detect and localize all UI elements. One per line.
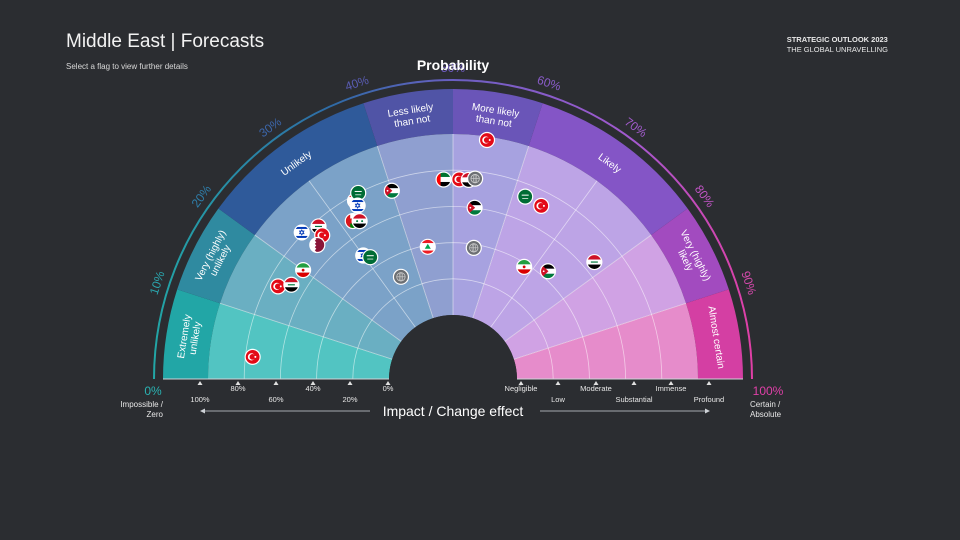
band-outer-5 (528, 103, 688, 235)
impact-arrowhead-right (705, 408, 710, 414)
impact-left-marker-3 (310, 381, 316, 385)
flag-syria[interactable] (351, 212, 368, 230)
flag-iraq[interactable] (283, 276, 300, 293)
impact-right-tick-5: Profound (694, 395, 724, 404)
flag-turkey[interactable] (533, 197, 550, 214)
grid-spoke-70 (490, 180, 598, 328)
impact-left-tick-4: 20% (342, 395, 357, 404)
probability-min-label: 0% (144, 384, 162, 398)
impact-right-marker-0 (518, 381, 524, 385)
chart-title: Probability (417, 57, 490, 73)
impact-right-marker-5 (706, 381, 712, 385)
grid-spoke-40 (376, 145, 434, 319)
band-outer-3 (363, 89, 453, 146)
impact-right-marker-2 (593, 381, 599, 385)
impact-left-marker-2 (273, 381, 279, 385)
impact-right-tick-4: Immense (656, 384, 687, 393)
x-axis-label: Impact / Change effect (383, 403, 524, 419)
flag-iraq[interactable] (586, 253, 603, 271)
band-inner-7 (513, 303, 698, 379)
impact-right-tick-0: Negligible (505, 384, 538, 393)
impact-left-tick-0: 100% (190, 395, 210, 404)
band-outer-7 (686, 289, 743, 379)
flag-uae[interactable] (435, 171, 452, 188)
probability-tick-30: 30% (256, 114, 284, 140)
grid-spoke-60 (472, 145, 530, 319)
band-inner-1 (219, 234, 402, 360)
flag-jordan[interactable] (383, 182, 400, 199)
probability-tick-80: 80% (692, 182, 718, 210)
probability-max-label: 100% (753, 384, 784, 398)
impact-right-tick-1: Low (551, 395, 565, 404)
probability-tick-90: 90% (738, 269, 759, 296)
impact-left-marker-5 (385, 381, 391, 385)
grid-spoke-10 (219, 302, 393, 360)
impact-left-marker-0 (197, 381, 203, 385)
impact-right-marker-3 (631, 381, 637, 385)
band-outer-2 (218, 103, 378, 235)
probability-tick-20: 20% (189, 182, 215, 210)
probability-min-caption-0: Impossible / (120, 400, 163, 409)
flag-lebanon[interactable] (419, 238, 436, 255)
flag-iran[interactable] (295, 262, 312, 279)
impact-right-tick-2: Moderate (580, 384, 612, 393)
flag-qatar[interactable] (309, 236, 326, 254)
page-title: Middle East | Forecasts (66, 31, 265, 52)
probability-tick-10: 10% (147, 269, 168, 296)
flag-israel[interactable] (293, 224, 310, 241)
flag-jordan[interactable] (466, 199, 483, 216)
band-outer-1 (177, 208, 255, 304)
brand-line-2: THE GLOBAL UNRAVELLING (786, 45, 888, 54)
probability-rim (153, 79, 753, 380)
probability-max-caption-0: Certain / (750, 400, 781, 409)
flag-turkey[interactable] (478, 131, 496, 149)
flag-generic[interactable] (465, 239, 482, 256)
impact-left-tick-5: 0% (383, 384, 394, 393)
brand-block: STRATEGIC OUTLOOK 2023 THE GLOBAL UNRAVE… (787, 35, 888, 55)
grid-spoke-80 (504, 234, 652, 342)
page-subtitle: Select a flag to view further details (66, 62, 188, 71)
impact-right-tick-3: Substantial (615, 395, 652, 404)
impact-left-tick-3: 40% (305, 384, 320, 393)
grid-spoke-90 (513, 302, 687, 360)
chart-center-hole (389, 315, 517, 379)
impact-left-tick-2: 60% (268, 395, 283, 404)
flag-iran[interactable] (516, 258, 533, 275)
flag-jordan[interactable] (539, 263, 557, 280)
band-outer-4 (453, 89, 543, 146)
probability-tick-70: 70% (622, 115, 650, 141)
probability-tick-60: 60% (536, 73, 563, 94)
impact-arrowhead-left (200, 408, 205, 414)
flag-generic[interactable] (467, 170, 484, 187)
impact-right-marker-1 (555, 381, 561, 385)
impact-left-marker-4 (347, 381, 353, 385)
impact-left-marker-1 (235, 381, 241, 385)
grid-spoke-20 (254, 234, 402, 342)
brand-line-1: STRATEGIC OUTLOOK 2023 (786, 35, 888, 44)
flag-saudi[interactable] (517, 188, 534, 205)
flag-saudi[interactable] (350, 184, 367, 202)
probability-min-caption-1: Zero (147, 410, 164, 419)
probability-max-caption-1: Absolute (750, 410, 782, 419)
band-inner-6 (504, 234, 687, 360)
flag-generic[interactable] (392, 268, 410, 285)
probability-tick-50: 50% (441, 61, 465, 75)
band-inner-3 (377, 134, 453, 319)
impact-right-marker-4 (668, 381, 674, 385)
flag-turkey[interactable] (244, 348, 261, 365)
band-label-0: Extremelyunlikely (176, 314, 205, 361)
flag-saudi[interactable] (362, 249, 379, 266)
flag-turkey[interactable] (269, 278, 287, 295)
probability-tick-40: 40% (343, 73, 370, 94)
flag-israel[interactable] (349, 197, 366, 214)
band-outer-6 (651, 208, 729, 304)
flag-turkey[interactable] (451, 171, 468, 188)
band-outer-0 (163, 289, 220, 379)
impact-left-tick-1: 80% (230, 384, 245, 393)
